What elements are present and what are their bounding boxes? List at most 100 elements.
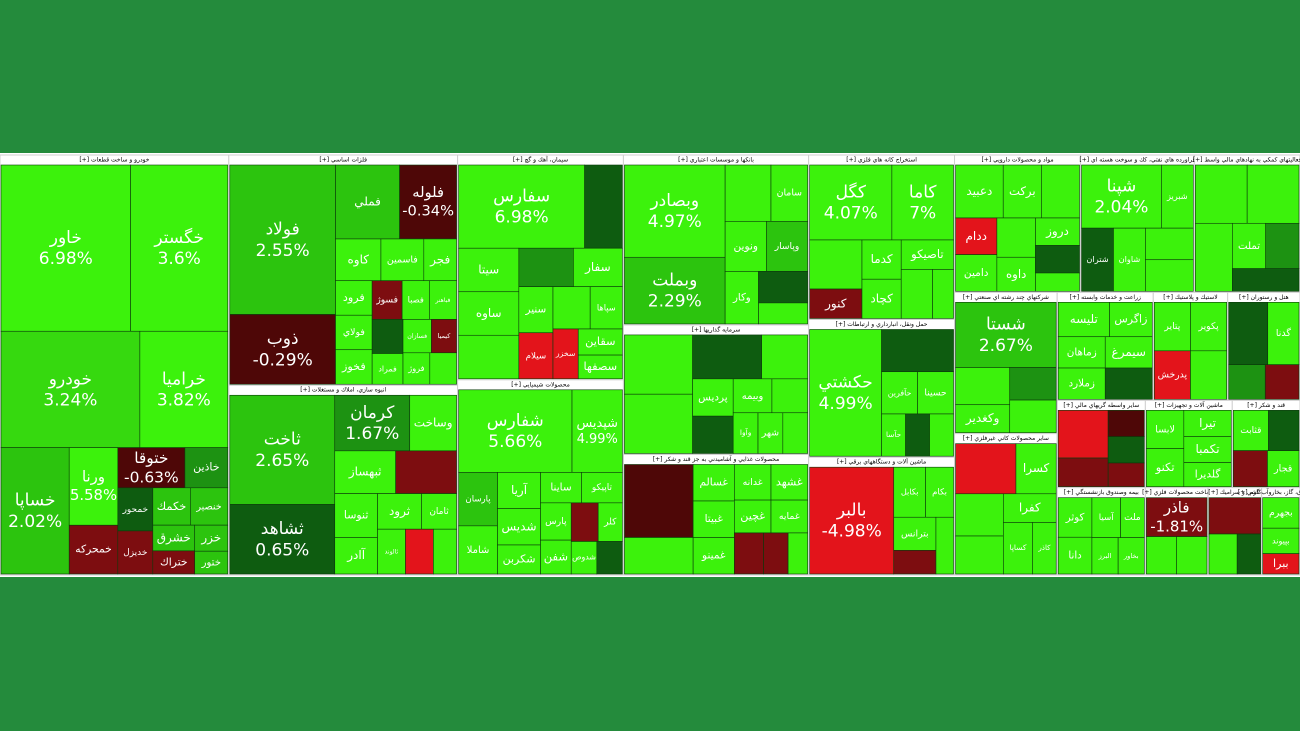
stock-tile xyxy=(584,164,623,249)
stock-label: شتران xyxy=(1086,254,1108,264)
stock-tile xyxy=(809,164,893,241)
stock-tile xyxy=(1032,522,1057,575)
stock-tile xyxy=(692,500,735,538)
stock-label: فمراد xyxy=(378,364,397,373)
stock-tile xyxy=(1236,533,1261,575)
stock-tile xyxy=(117,447,186,489)
stock-change: -0.34% xyxy=(402,202,454,219)
stock-label: لابسا xyxy=(1155,424,1175,435)
stock-tile xyxy=(1057,302,1110,338)
stock-tile xyxy=(335,238,382,282)
stock-tile xyxy=(130,164,229,332)
stock-tile xyxy=(758,302,808,325)
stock-change: 2.65% xyxy=(255,451,309,471)
stock-label: ثنوسا xyxy=(344,509,369,522)
stock-tile xyxy=(1091,537,1119,575)
sector-header: انبوه سازي، املاك و مستغلات [+] xyxy=(300,387,386,394)
stock-tile xyxy=(692,334,762,380)
stock-label: تاپيكو xyxy=(591,483,613,493)
stock-label: گدنا xyxy=(1276,327,1292,339)
stock-tile xyxy=(1104,367,1153,400)
stock-tile xyxy=(429,352,457,385)
stock-tile xyxy=(497,472,541,509)
stock-tile xyxy=(1208,497,1261,535)
stock-tile xyxy=(377,528,406,575)
stock-tile xyxy=(732,378,773,414)
sector-header: ساير واسطه گريهاي مالي [+] xyxy=(1063,401,1139,409)
stock-tile xyxy=(190,487,229,526)
stock-change: 2.29% xyxy=(648,292,702,312)
stock-label: شستا xyxy=(986,315,1026,335)
stock-tile xyxy=(552,328,579,380)
stock-tile xyxy=(1183,436,1232,463)
stock-tile xyxy=(624,537,694,575)
stock-tile xyxy=(184,447,229,489)
stock-tile xyxy=(577,328,623,356)
stock-label: وبملت xyxy=(652,270,697,290)
stock-label: تكمبا xyxy=(1195,442,1219,456)
stock-tile xyxy=(1195,222,1233,292)
stock-tile xyxy=(1262,553,1300,575)
sector-header: خودرو و ساخت قطعات [+] xyxy=(79,157,149,164)
stock-tile xyxy=(0,330,141,448)
stock-label: بكابل xyxy=(901,487,919,497)
stock-label: شپنا xyxy=(1107,176,1137,196)
stock-tile xyxy=(881,329,954,373)
stock-tile xyxy=(893,466,926,518)
stock-tile xyxy=(881,371,918,415)
stock-change: 1.67% xyxy=(345,424,399,444)
stock-label: كيميا xyxy=(438,332,452,340)
sector-header: بانكها و موسسات اعتباري [+] xyxy=(678,157,754,164)
stock-tile xyxy=(68,524,119,575)
stock-label: فولاد xyxy=(266,220,300,240)
stock-tile xyxy=(917,371,954,415)
stock-tile xyxy=(1104,336,1153,369)
stock-change: 2.04% xyxy=(1094,198,1148,218)
stock-tile xyxy=(900,239,954,270)
stock-tile xyxy=(571,389,623,473)
stock-label: شبريز xyxy=(1166,191,1188,201)
stock-label: سيمرغ xyxy=(1112,345,1146,360)
stock-label: وبيمه xyxy=(742,391,764,402)
stock-tile xyxy=(1183,410,1232,437)
stock-label: ددام xyxy=(965,229,986,243)
stock-tile xyxy=(1146,448,1185,487)
stock-tile xyxy=(1268,410,1300,451)
stock-label: خساپا xyxy=(15,491,56,511)
stock-tile xyxy=(724,164,772,222)
stock-tile xyxy=(194,524,229,552)
stock-tile xyxy=(1176,536,1208,575)
sector-header: محصولات شيميايي [+] xyxy=(511,381,570,388)
stock-tile xyxy=(1002,164,1042,219)
stock-tile xyxy=(1190,350,1227,400)
stock-tile xyxy=(402,319,432,354)
stock-label: كاذر xyxy=(1037,543,1051,552)
stock-tile xyxy=(1057,410,1109,459)
sector-header: شركتهاي چند رشته اي صنعتي [+] xyxy=(963,294,1049,301)
stock-tile xyxy=(540,539,572,575)
stock-tile xyxy=(229,504,336,575)
stock-label: سصفها xyxy=(583,359,617,373)
sector-header: بيمه وصندوق بازنشستگي [+] xyxy=(1064,488,1139,496)
stock-tile xyxy=(692,464,735,502)
stock-label: ختراك xyxy=(160,555,188,568)
stock-tile xyxy=(1009,367,1057,401)
stock-tile xyxy=(589,286,623,330)
stock-tile xyxy=(1041,164,1080,219)
stock-label: سفارس xyxy=(493,186,550,206)
stock-tile xyxy=(497,544,541,575)
stock-change: 6.98% xyxy=(495,208,549,228)
stock-label: فروژ xyxy=(407,363,424,373)
sector-header: سيمان، آهك و گچ [+] xyxy=(513,155,568,164)
sector-header: فراورده هاي نفتي، كك و سوخت هسته اي [+] xyxy=(1079,157,1195,164)
stock-label: كاوه xyxy=(347,252,369,267)
stock-tile xyxy=(1246,164,1300,224)
stock-tile xyxy=(1262,527,1300,554)
stock-tile xyxy=(1009,399,1057,433)
stock-label: آسيا xyxy=(1099,511,1115,523)
stock-label: فخوز xyxy=(341,360,366,373)
stock-label: حسينا xyxy=(924,387,947,398)
stock-tile xyxy=(405,528,434,575)
sector-header: فعاليتهاي كمكي به نهادهاي مالي واسط [+] xyxy=(1193,157,1300,164)
